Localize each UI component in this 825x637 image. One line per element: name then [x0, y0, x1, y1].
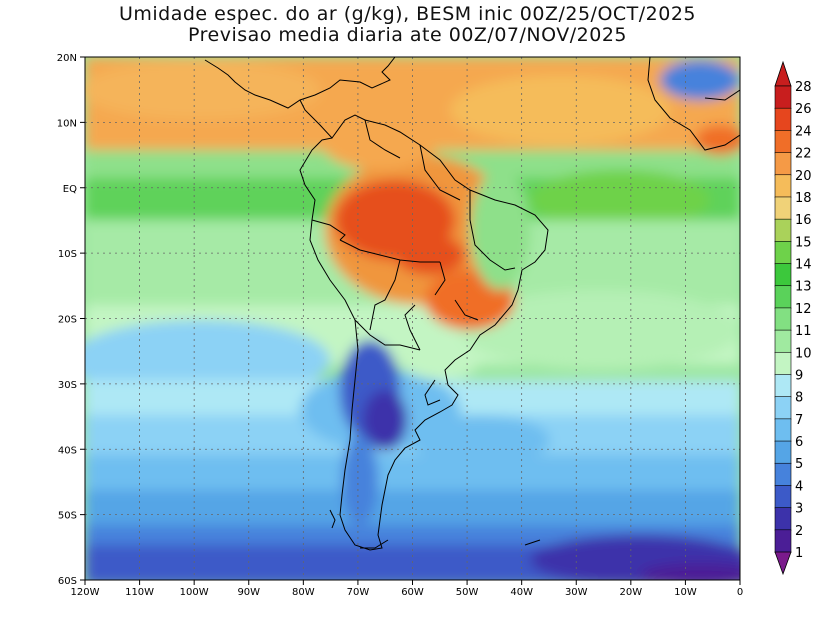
lon-label: 70W: [347, 587, 370, 598]
colorbar-label: 3: [795, 502, 803, 517]
lat-label: 20S: [58, 315, 77, 326]
lon-label: 90W: [237, 587, 260, 598]
colorbar-label: 28: [795, 80, 812, 95]
lon-label: 40W: [510, 587, 533, 598]
map-title: Umidade espec. do ar (g/kg), BESM inic 0…: [118, 3, 697, 25]
lon-label: 0: [737, 587, 743, 598]
colorbar-label: 11: [795, 324, 812, 339]
lon-label: 60W: [401, 587, 424, 598]
colorbar-swatch: [774, 374, 792, 398]
colorbar-label: 22: [795, 147, 812, 162]
lon-label: 20W: [620, 587, 643, 598]
lat-label: 60S: [58, 576, 77, 587]
longitude-labels: 120W 110W 100W 90W 80W 70W 60W 50W 40W 30W 20W 10W 0: [71, 580, 743, 598]
colorbar-swatch: [774, 307, 792, 331]
colorbar-swatch: [774, 507, 792, 531]
colorbar-label: 14: [795, 258, 812, 273]
lon-label: 100W: [180, 587, 209, 598]
colorbar-label: 10: [795, 346, 812, 361]
colorbar-label: 26: [795, 102, 812, 117]
lon-label: 50W: [456, 587, 479, 598]
colorbar-min-arrow: [774, 551, 792, 576]
colorbar-label: 6: [795, 435, 803, 450]
lat-label: 50S: [58, 511, 77, 522]
colorbar-label: 24: [795, 124, 812, 139]
colorbar-swatch: [774, 174, 792, 198]
colorbar-label: 13: [795, 280, 812, 295]
lon-label: 10W: [674, 587, 697, 598]
lat-label: 30S: [58, 380, 77, 391]
colorbar-swatch: [774, 351, 792, 376]
lat-label: EQ: [63, 184, 77, 195]
colorbar-swatch: [774, 440, 792, 465]
lon-label: 30W: [565, 587, 588, 598]
colorbar-swatch: [774, 285, 792, 309]
colorbar-swatch: [774, 485, 792, 509]
lat-label: 10S: [58, 249, 77, 260]
colorbar-swatch: [774, 152, 792, 176]
colorbar-label: 8: [795, 391, 803, 406]
colorbar-swatch: [774, 196, 792, 220]
humidity-field: [85, 57, 740, 580]
colorbar-swatch: [774, 396, 792, 420]
lon-label: 110W: [125, 587, 154, 598]
colorbar-label: 9: [795, 368, 803, 383]
latitude-labels: 20N 10N EQ 10S 20S 30S 40S 50S 60S: [57, 53, 85, 587]
colorbar-label: 12: [795, 302, 812, 317]
colorbar-swatch: [774, 329, 792, 354]
colorbar-label: 1: [795, 546, 803, 561]
colorbar-label: 4: [795, 479, 803, 494]
colorbar-swatch: [774, 130, 792, 154]
colorbar-label: 18: [795, 191, 812, 206]
colorbar-swatch: [774, 85, 792, 109]
colorbar-label: 7: [795, 413, 803, 428]
lat-lon-grid: [85, 57, 740, 580]
colorbar-swatch: [774, 218, 792, 243]
lon-label: 80W: [292, 587, 315, 598]
colorbar-swatch: [774, 241, 792, 265]
colorbar-swatch: [774, 107, 792, 132]
lon-label: 120W: [71, 587, 100, 598]
colorbar-swatch: [774, 263, 792, 287]
lat-label: 20N: [57, 53, 77, 64]
colorbar-label: 20: [795, 169, 812, 184]
lat-label: 10N: [57, 118, 77, 129]
colorbar-swatch: [774, 529, 792, 553]
colorbar-swatch: [774, 418, 792, 442]
colorbar-label: 16: [795, 213, 812, 228]
coastlines: [204, 57, 740, 551]
colorbar-swatch: [774, 462, 792, 487]
colorbar-label: 2: [795, 524, 803, 539]
colorbar: 28 26 24 22 20 18 16 15 14 13 12 11 10 9 8 7 6 5 4 3 2 1: [774, 60, 812, 576]
map-subtitle: Previsao media diaria ate 00Z/07/NOV/202…: [188, 24, 627, 46]
colorbar-label: 5: [795, 457, 803, 472]
colorbar-max-arrow: [774, 60, 792, 87]
lat-label: 40S: [58, 445, 77, 456]
colorbar-label: 15: [795, 235, 812, 250]
